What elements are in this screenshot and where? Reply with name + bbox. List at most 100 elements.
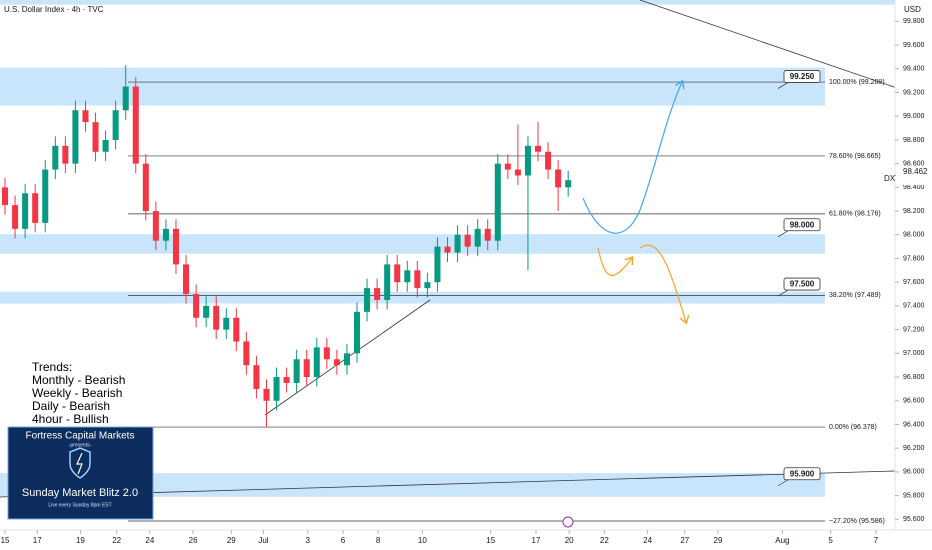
candle-body xyxy=(122,86,129,111)
candle-body xyxy=(404,270,411,283)
x-tick-label: 22 xyxy=(112,536,121,545)
x-tick-label: 15 xyxy=(486,536,495,545)
promo-bg xyxy=(7,426,154,520)
y-tick-label: 98.000 xyxy=(903,232,925,239)
x-tick-label: 19 xyxy=(76,536,85,545)
candle-body xyxy=(424,282,431,289)
x-tick-label: 3 xyxy=(305,536,310,545)
y-tick-label: 98.800 xyxy=(903,137,925,144)
candle-body xyxy=(112,110,119,140)
y-tick-label: 96.600 xyxy=(903,398,925,405)
shield-icon xyxy=(69,447,91,479)
candle-body xyxy=(162,228,169,241)
x-tick-label: 24 xyxy=(643,536,652,545)
fib-label: 61.80% (98.176) xyxy=(829,211,881,218)
zone xyxy=(0,234,825,254)
candle-body xyxy=(343,353,350,366)
y-tick-label: 96.000 xyxy=(903,469,925,476)
fib-label: 78.60% (98.665) xyxy=(829,153,881,160)
bolt-icon xyxy=(76,452,83,475)
candle-body xyxy=(132,86,139,164)
candle-body xyxy=(545,151,552,170)
zone xyxy=(0,291,825,304)
candle-body xyxy=(142,163,149,212)
candle-body xyxy=(353,311,361,354)
callout-label: 98.000 xyxy=(790,220,815,229)
trend-line xyxy=(639,0,932,101)
candle-body xyxy=(504,163,511,170)
y-tick-label: 96.800 xyxy=(903,374,925,381)
candle-body xyxy=(323,347,330,360)
candle-body xyxy=(243,341,250,366)
y-tick-label: 97.200 xyxy=(903,326,925,333)
candle-body xyxy=(273,377,280,401)
x-tick-label: Jul xyxy=(258,536,268,545)
trend-text: Daily - Bearish xyxy=(32,399,110,413)
candle-body xyxy=(434,246,441,283)
callout-box xyxy=(783,467,821,481)
promo-show: Sunday Market Blitz 2.0 xyxy=(22,487,138,499)
candle-body xyxy=(333,359,340,366)
candle-body xyxy=(92,122,99,152)
currency: USD xyxy=(904,5,921,14)
x-tick-label: 26 xyxy=(189,536,198,545)
callout-pointer xyxy=(777,479,789,487)
y-tick-label: 99.000 xyxy=(903,113,925,120)
y-tick-label: 96.400 xyxy=(903,421,925,428)
trend-text: Monthly - Bearish xyxy=(32,373,125,387)
candle-body xyxy=(52,145,59,170)
fib-label: 100.00% (99.288) xyxy=(829,79,885,86)
candle-body xyxy=(183,264,190,295)
y-tick-label: 97.600 xyxy=(903,279,925,286)
chart-title: U.S. Dollar Index · 4h · TVC xyxy=(4,5,104,14)
candle-body xyxy=(364,288,371,312)
x-tick-label: 8 xyxy=(376,536,381,545)
candle-body xyxy=(233,317,240,342)
candle-body xyxy=(534,145,542,152)
promo-brand: Fortress Capital Markets xyxy=(26,431,135,442)
x-tick-label: Aug xyxy=(775,536,789,545)
candle-body xyxy=(2,187,9,206)
candle-body xyxy=(484,228,491,241)
callout-label: 95.900 xyxy=(790,469,815,478)
candle-body xyxy=(444,246,451,253)
candle-body xyxy=(283,377,290,383)
projection-arrow xyxy=(639,244,686,322)
x-tick-label: 7 xyxy=(874,536,879,545)
y-tick-label: 98.400 xyxy=(903,184,925,191)
candle-body xyxy=(203,305,210,318)
x-tick-label: 6 xyxy=(341,536,346,545)
y-tick-label: 98.600 xyxy=(903,160,925,167)
trend-text: Trends: xyxy=(32,360,72,374)
candle-body xyxy=(253,365,260,389)
candle-body xyxy=(213,305,220,330)
candle-body xyxy=(152,211,159,241)
fib-label: −27.20% (95.586) xyxy=(829,518,885,525)
x-tick-label: 17 xyxy=(33,536,42,545)
callout-pointer xyxy=(777,82,789,89)
candle-body xyxy=(42,169,49,223)
y-tick-label: 96.200 xyxy=(903,445,925,452)
candle-body xyxy=(193,294,200,318)
y-tick-label: 99.800 xyxy=(903,18,925,25)
candle-body xyxy=(555,169,562,188)
candle-body xyxy=(374,288,381,300)
x-tick-label: 20 xyxy=(565,536,574,545)
callout-label: 97.500 xyxy=(790,280,815,289)
candle-body xyxy=(313,347,320,378)
y-tick-label: 99.400 xyxy=(903,66,925,73)
trend-text: Weekly - Bearish xyxy=(32,386,122,400)
last-price-tag xyxy=(896,174,932,185)
fib-label: 38.20% (97.489) xyxy=(829,292,881,299)
candle-body xyxy=(464,234,471,247)
callout-box xyxy=(783,277,821,291)
candle-body xyxy=(565,180,572,188)
x-tick-label: 22 xyxy=(600,536,609,545)
callout-pointer xyxy=(777,230,789,238)
candle-body xyxy=(263,388,270,401)
x-tick-label: 15 xyxy=(1,536,10,545)
candle-body xyxy=(293,359,300,383)
candle-body xyxy=(454,234,461,253)
candle-body xyxy=(62,145,69,164)
